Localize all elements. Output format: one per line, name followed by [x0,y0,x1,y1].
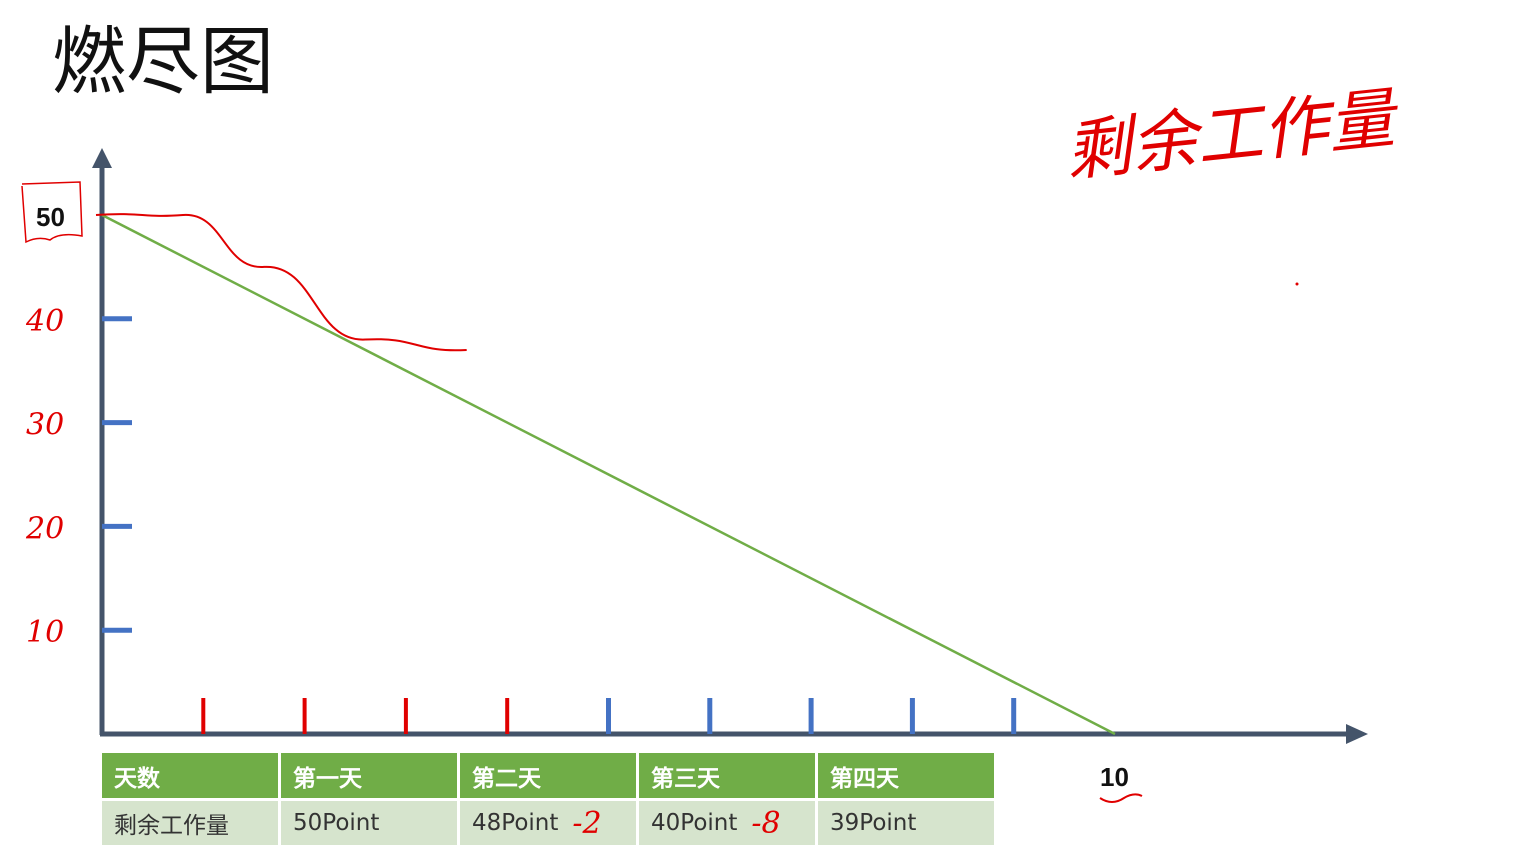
table-cell: 50Point [281,801,457,845]
handwritten-y-label: 20 [25,511,64,546]
ink-dot [1295,282,1299,286]
x-axis-arrow [1346,724,1368,744]
handwritten-diff: -8 [751,805,781,841]
table-cell-value: 40Point [651,810,738,836]
handwritten-y-label: 30 [26,408,64,443]
y-axis-top-label: 50 [36,202,65,232]
table-row-label: 剩余工作量 [102,801,278,845]
handwritten-y-label: 10 [26,615,64,650]
table-header-cell: 第二天 [460,753,636,798]
table-cell: 39Point [818,801,994,845]
table-cell-value: 39Point [830,810,917,836]
handwritten-y-labels: 40 30 20 10 [25,304,64,650]
table-cell-value: 48Point [472,810,559,836]
table-header-cell: 第四天 [818,753,994,798]
page-title: 燃尽图 [52,19,274,105]
table-header-cell: 第三天 [639,753,815,798]
handwritten-underline [1099,793,1143,803]
handwritten-note: 剩余工作量 [1062,79,1404,191]
table-cell-value: 50Point [293,810,380,836]
workload-table: 天数 第一天 第二天 第三天 第四天 剩余工作量 50Point 48Point… [102,753,994,845]
handwritten-y-label: 40 [25,304,64,339]
table-cell: 40Point -8 [639,801,815,845]
handwritten-box [21,181,83,244]
x-axis-end-label: 10 [1100,762,1129,792]
y-axis-arrow [92,148,112,168]
handwritten-diff: -2 [572,805,602,841]
table-header-cell: 第一天 [281,753,457,798]
x-ticks [201,698,1017,734]
table-cell: 48Point -2 [460,801,636,845]
ideal-burndown-line [101,213,1116,736]
table-header-cell: 天数 [102,753,278,798]
y-ticks [102,316,132,633]
handwritten-actual-line [95,213,467,352]
